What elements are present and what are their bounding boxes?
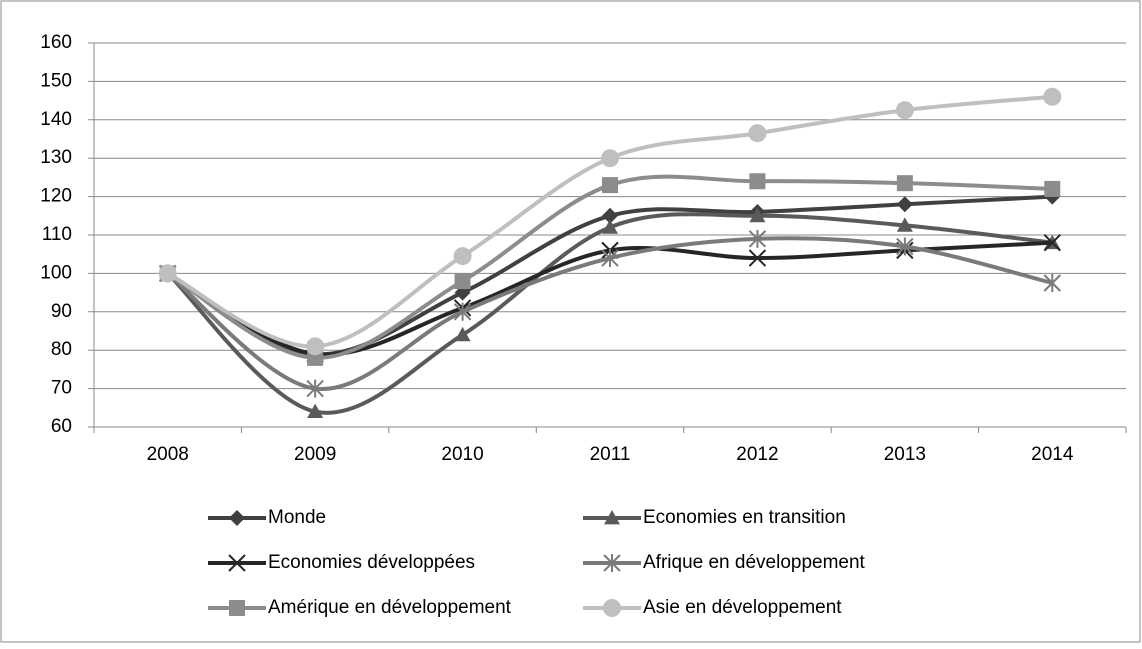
marker [1044,180,1061,197]
legend-label: Monde [268,507,326,528]
marker [307,403,324,419]
marker [306,379,324,398]
marker [895,101,914,120]
marker [602,207,618,224]
marker [896,175,913,192]
marker [453,302,472,321]
marker [229,600,245,616]
marker [604,510,620,525]
marker [228,554,246,572]
x-tick-label: 2008 [147,444,189,465]
legend-label: Afrique en développement [643,552,866,573]
y-tick-label: 160 [40,32,72,53]
y-tick-label: 120 [40,186,72,207]
marker [1043,233,1061,252]
marker [454,273,471,290]
marker [453,247,472,266]
legend-label: Economies développées [268,552,475,573]
marker [749,207,766,223]
marker [158,264,177,283]
series [159,173,1061,366]
marker [603,554,621,572]
x-tick-label: 2012 [736,444,778,465]
marker [602,177,618,194]
legend-label: Amérique en développement [268,597,512,618]
marker [748,249,767,267]
marker [748,124,767,143]
x-tick-label: 2013 [884,444,926,465]
marker [601,249,619,268]
legend-label: Asie en développement [643,597,842,618]
x-tick-label: 2014 [1031,444,1074,465]
marker [229,510,245,526]
x-tick-label: 2010 [441,444,483,465]
marker [454,326,471,342]
marker [601,149,619,168]
x-tick-label: 2011 [590,444,631,465]
marker [602,219,618,234]
y-tick-label: 100 [40,262,72,283]
legend-label: Economies en transition [643,507,846,528]
y-tick-label: 110 [42,224,72,245]
y-tick-label: 140 [40,109,72,130]
y-tick-label: 150 [40,70,72,91]
marker [749,173,766,190]
y-tick-label: 60 [51,416,72,437]
marker [896,196,913,213]
x-tick-label: 2009 [294,444,336,465]
marker [603,599,621,617]
marker [1043,87,1062,106]
y-tick-label: 70 [51,378,72,399]
marker [896,237,914,256]
series [158,87,1062,356]
y-tick-label: 80 [51,339,72,360]
y-tick-label: 90 [51,301,72,322]
marker [896,217,913,232]
marker [1043,274,1061,292]
marker [306,337,325,356]
marker [748,229,767,248]
y-tick-label: 130 [40,147,72,168]
